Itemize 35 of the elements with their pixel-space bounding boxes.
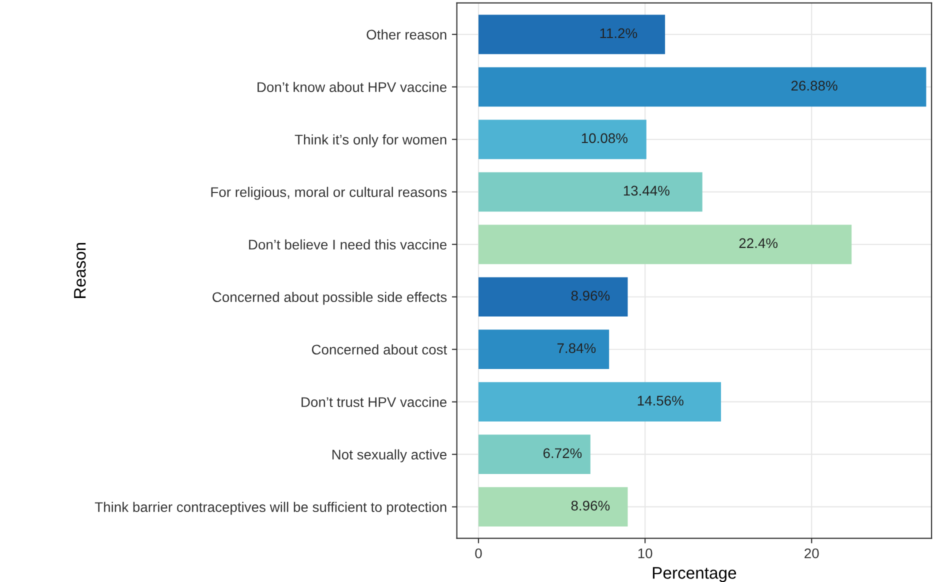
bar	[478, 224, 852, 264]
data-label: 10.08%	[582, 133, 628, 144]
bar	[478, 277, 628, 317]
data-label: 11.2%	[600, 28, 638, 38]
y-tick-label: Think it’s only for women	[294, 134, 446, 148]
x-tick-label: 20	[804, 548, 819, 558]
y-tick-label: Concerned about possible side effects	[212, 292, 447, 305]
data-label: 6.72%	[543, 448, 582, 458]
bar	[478, 434, 590, 474]
y-tick-label: For religious, moral or cultural reasons	[211, 186, 447, 200]
data-label: 14.56%	[638, 396, 684, 406]
bar	[478, 487, 628, 527]
data-label: 8.96%	[571, 500, 610, 511]
y-tick-label: Don’t know about HPV vaccine	[258, 82, 447, 92]
bar	[478, 330, 610, 370]
data-label: 22.4%	[739, 238, 778, 248]
data-label: 13.44%	[624, 186, 670, 196]
x-tick-label: 0	[475, 548, 482, 558]
y-tick-label: Not sexually active	[332, 449, 447, 462]
x-tick-label: 10	[638, 548, 652, 558]
bar	[478, 172, 702, 212]
x-axis-title: Percentage	[652, 567, 736, 582]
y-tick-label: Concerned about cost	[312, 344, 448, 355]
bar	[478, 67, 926, 107]
data-label: 26.88%	[791, 80, 838, 91]
y-tick-label: Don’t believe I need this vaccine	[249, 239, 447, 250]
y-tick-label: Other reason	[366, 29, 446, 40]
bar	[478, 14, 666, 54]
y-tick-label: Think barrier contraceptives will be sufficient to protection	[94, 502, 446, 515]
data-label: 8.96%	[571, 290, 610, 301]
bar	[478, 120, 646, 160]
data-label: 7.84%	[557, 343, 596, 354]
y-tick-label: Don’t trust HPV vaccine	[302, 396, 447, 408]
y-axis-title: Reason	[74, 242, 86, 298]
bar	[478, 382, 722, 422]
